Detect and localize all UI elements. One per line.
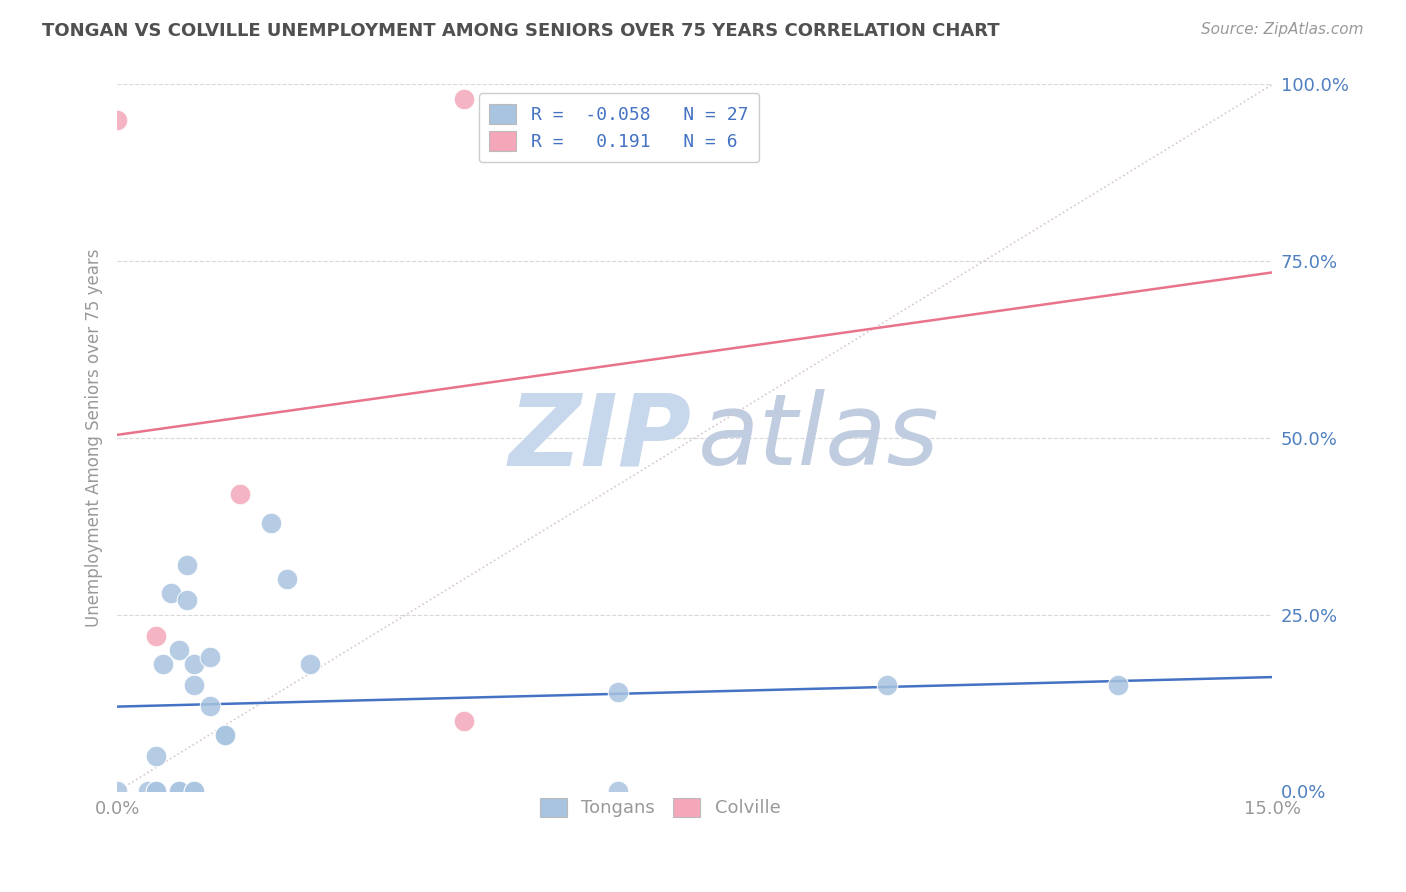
Point bbox=[198, 650, 221, 665]
Text: TONGAN VS COLVILLE UNEMPLOYMENT AMONG SENIORS OVER 75 YEARS CORRELATION CHART: TONGAN VS COLVILLE UNEMPLOYMENT AMONG SE… bbox=[42, 22, 1000, 40]
Point bbox=[145, 629, 167, 643]
Text: ZIP: ZIP bbox=[509, 390, 692, 486]
Text: Source: ZipAtlas.com: Source: ZipAtlas.com bbox=[1201, 22, 1364, 37]
Y-axis label: Unemployment Among Seniors over 75 years: Unemployment Among Seniors over 75 years bbox=[86, 249, 103, 627]
Text: atlas: atlas bbox=[699, 390, 941, 486]
Point bbox=[183, 784, 205, 798]
Point bbox=[214, 728, 236, 742]
Point bbox=[136, 784, 159, 798]
Point bbox=[453, 714, 475, 728]
Point bbox=[260, 516, 283, 530]
Point bbox=[152, 657, 174, 671]
Point bbox=[214, 728, 236, 742]
Point bbox=[606, 685, 628, 699]
Point bbox=[183, 784, 205, 798]
Point bbox=[183, 678, 205, 692]
Point bbox=[145, 784, 167, 798]
Point bbox=[145, 748, 167, 763]
Point bbox=[176, 593, 198, 607]
Point bbox=[167, 784, 190, 798]
Point bbox=[183, 657, 205, 671]
Point bbox=[606, 784, 628, 798]
Point bbox=[176, 558, 198, 573]
Point bbox=[229, 487, 252, 501]
Point bbox=[145, 784, 167, 798]
Point bbox=[198, 699, 221, 714]
Point bbox=[276, 572, 298, 586]
Point bbox=[1107, 678, 1129, 692]
Point bbox=[105, 112, 128, 127]
Legend: Tongans, Colville: Tongans, Colville bbox=[533, 790, 787, 825]
Point bbox=[167, 643, 190, 657]
Point bbox=[160, 586, 183, 600]
Point bbox=[105, 784, 128, 798]
Point bbox=[298, 657, 321, 671]
Point bbox=[453, 92, 475, 106]
Point bbox=[167, 784, 190, 798]
Point bbox=[876, 678, 898, 692]
